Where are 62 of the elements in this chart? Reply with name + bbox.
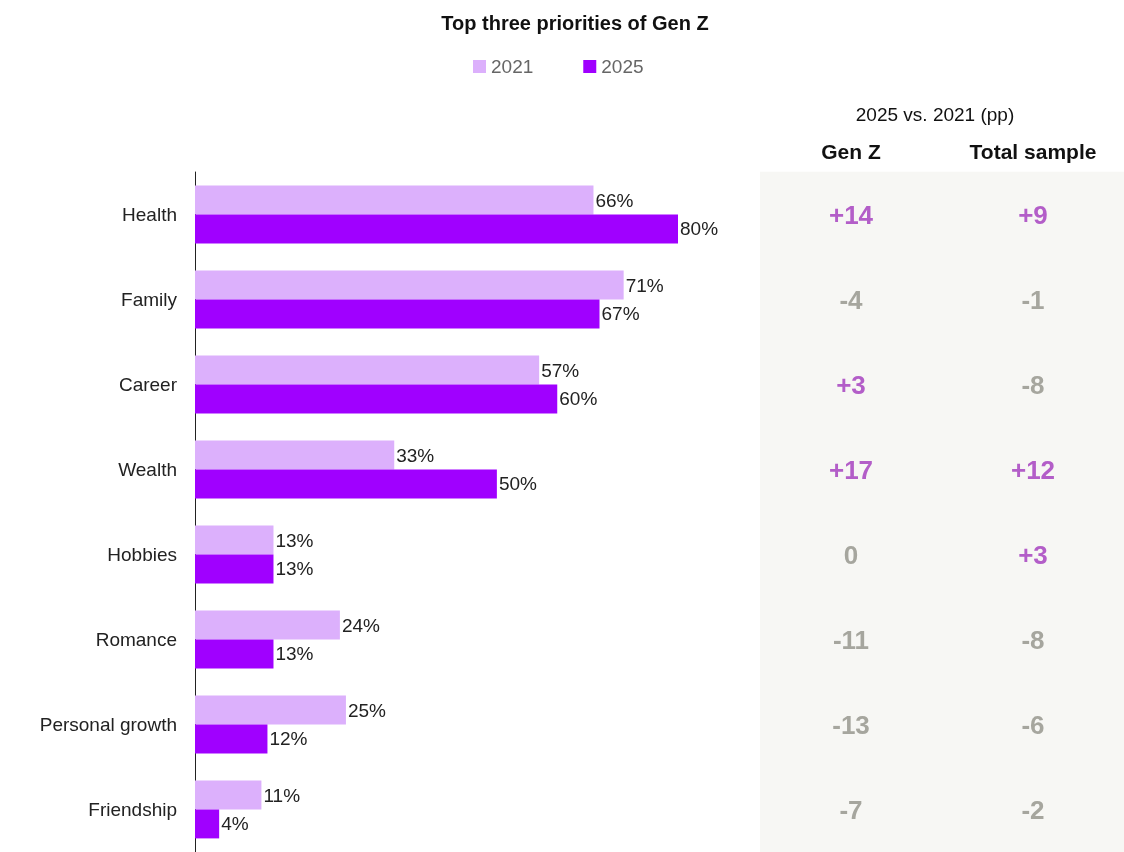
data-label: +12	[1010, 454, 1056, 485]
y-tick-label: Wealth	[118, 459, 177, 480]
data-label: -7	[839, 794, 863, 825]
data-label: 13%	[275, 643, 314, 665]
bar	[195, 695, 346, 725]
bar	[195, 525, 274, 555]
data-label: +9	[1018, 199, 1048, 230]
bar	[195, 355, 540, 385]
chart-title: 2025 vs. 2021 (pp)	[855, 104, 1015, 125]
bar	[195, 780, 262, 810]
bar	[195, 610, 340, 640]
data-label: 0	[843, 539, 859, 570]
data-label: -1	[1021, 284, 1045, 315]
data-label: 12%	[269, 728, 308, 750]
data-label: +17	[828, 454, 874, 485]
bar	[195, 214, 678, 244]
data-label: +3	[1018, 539, 1048, 570]
data-label: 67%	[601, 303, 640, 325]
y-tick-label: Family	[121, 289, 178, 310]
data-label: -4	[839, 284, 864, 315]
legend-label: 2021	[491, 56, 534, 77]
data-label: -8	[1021, 369, 1045, 400]
x-tick-label: Gen Z	[821, 140, 881, 163]
legend-label: 2025	[601, 56, 644, 77]
data-label: 80%	[680, 218, 719, 240]
data-label: 11%	[263, 784, 301, 806]
bar	[195, 809, 220, 839]
data-label: 60%	[559, 388, 598, 410]
bar	[195, 384, 558, 414]
data-label: 50%	[498, 473, 538, 495]
y-tick-label: Hobbies	[107, 544, 177, 565]
data-label: 13%	[275, 558, 314, 580]
bar	[195, 270, 624, 300]
y-tick-label: Friendship	[88, 799, 177, 820]
data-label: -2	[1021, 794, 1045, 825]
y-tick-label: Romance	[95, 629, 177, 650]
y-tick-label: Personal growth	[39, 714, 177, 735]
bar	[195, 469, 497, 499]
bar	[195, 724, 268, 754]
bar	[195, 554, 274, 584]
data-label: -6	[1021, 709, 1045, 740]
data-label: 4%	[221, 813, 249, 835]
bar	[195, 299, 600, 329]
data-label: 66%	[595, 189, 634, 211]
bar	[195, 185, 594, 215]
x-tick-label: Total sample	[969, 140, 1097, 163]
y-tick-label: Career	[118, 374, 178, 395]
data-label: 71%	[625, 274, 664, 296]
data-label: 33%	[396, 444, 435, 466]
bar	[195, 639, 274, 669]
chart-title: Top three priorities of Gen Z	[441, 12, 709, 34]
data-label: -8	[1021, 624, 1045, 655]
data-label: -11	[832, 624, 870, 655]
data-label: 57%	[541, 359, 580, 381]
data-label: 13%	[275, 529, 314, 551]
data-label: 25%	[347, 699, 387, 721]
data-label: -13	[832, 709, 870, 740]
data-label: 24%	[341, 614, 381, 636]
data-label: +14	[828, 199, 874, 230]
bar	[195, 440, 395, 470]
y-tick-label: Health	[122, 204, 177, 225]
data-label: +3	[836, 369, 866, 400]
